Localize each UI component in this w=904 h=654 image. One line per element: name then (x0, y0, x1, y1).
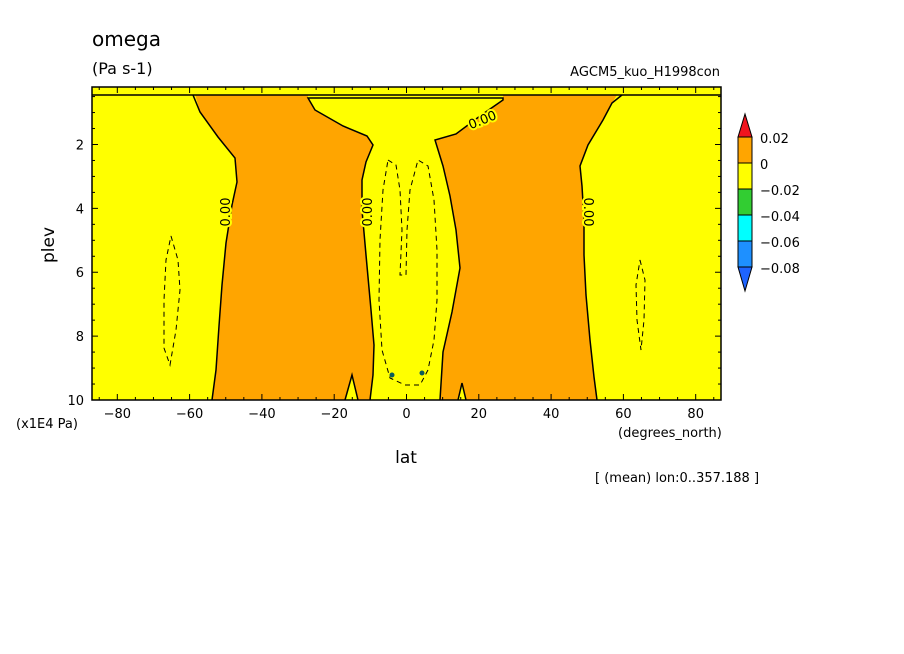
north-high-lat-contour (635, 259, 646, 351)
x-tick-label: −40 (248, 407, 275, 422)
x-axis-units: (degrees_north) (618, 426, 722, 441)
contour-dot-left (389, 372, 395, 378)
contour-dot-right (419, 370, 425, 376)
x-tick-label: 0 (402, 407, 410, 422)
y-tick-label: 8 (76, 330, 84, 345)
x-tick-label: −60 (176, 407, 203, 422)
colorbar-top-triangle (737, 112, 753, 138)
y-tick-label: 6 (76, 266, 84, 281)
y-tick-label: 2 (76, 138, 84, 153)
north-contour (579, 94, 623, 401)
south-tropical-contour (306, 97, 504, 401)
contour-label-north: 0.00 (580, 198, 595, 227)
south-spike-contour (344, 372, 359, 401)
contour-label-tropic-south: 0.00 (361, 198, 376, 227)
region-south-subtropics (193, 87, 374, 400)
chart-title: omega (92, 27, 161, 51)
colorbar-label-1: 0 (760, 158, 768, 173)
colorbar-label-5: −0.08 (760, 262, 800, 277)
x-tick-label: −80 (104, 407, 131, 422)
region-north-subtropics (435, 87, 622, 400)
colorbar-label-3: −0.04 (760, 210, 800, 225)
contour-label-south: 0.00 (219, 198, 234, 227)
x-tick-label: 20 (471, 407, 488, 422)
colorbar-label-2: −0.02 (760, 184, 800, 199)
negative-contours (163, 159, 646, 386)
plot-area: 0.00 0.00 0.00 0.00 (91, 86, 722, 401)
x-axis-label: lat (395, 448, 417, 468)
x-tick-label: 40 (543, 407, 560, 422)
colorbar-label-0: 0.02 (760, 132, 789, 147)
colorbar-box-cyan (737, 214, 753, 242)
y-tick-label: 4 (76, 202, 84, 217)
colorbar-box-blue (737, 240, 753, 268)
x-axis: −80 −60 −40 −20 0 20 40 60 80 (98, 87, 715, 422)
colorbar-label-4: −0.06 (760, 236, 800, 251)
north-spike-contour (457, 382, 467, 401)
colorbar-box-yellow (737, 162, 753, 190)
chart-units: (Pa s-1) (92, 59, 153, 78)
colorbar-box-green (737, 188, 753, 216)
mean-note: [ (mean) lon:0..357.188 ] (595, 471, 759, 486)
colorbar-box-orange (737, 136, 753, 164)
y-axis: 2 4 6 8 10 (67, 96, 721, 409)
south-contour (192, 94, 238, 401)
dataset-label: AGCM5_kuo_H1998con (570, 65, 720, 80)
x-tick-label: 60 (615, 407, 632, 422)
x-tick-label: −20 (320, 407, 347, 422)
colorbar: 0.02 0 −0.02 −0.04 −0.06 −0.08 (737, 112, 800, 293)
south-high-lat-contour (163, 235, 181, 367)
x-tick-label: 80 (687, 407, 704, 422)
tropical-west-contour (378, 159, 438, 386)
y-axis-units: (x1E4 Pa) (16, 417, 78, 432)
y-tick-label: 10 (67, 394, 84, 409)
zero-contours (92, 94, 721, 401)
y-axis-label: plev (39, 227, 59, 263)
colorbar-bottom-triangle (737, 266, 753, 293)
